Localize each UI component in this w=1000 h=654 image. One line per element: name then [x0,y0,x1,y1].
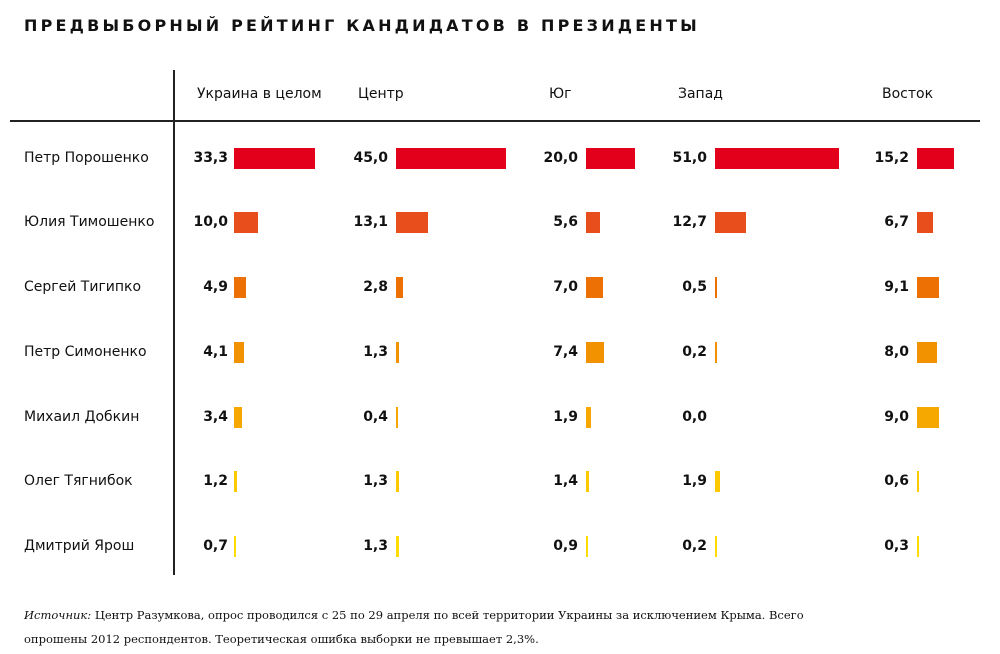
bar [715,277,717,298]
source-text: Центр Разумкова, опрос проводился с 25 п… [24,608,804,646]
source-label: Источник: [24,608,92,622]
data-label: 0,4 [363,409,388,425]
bar [917,536,919,557]
row-label: Олег Тягнибок [24,473,133,489]
bar [586,407,591,428]
vertical-divider [173,70,175,575]
data-label: 0,5 [682,279,707,295]
bar [234,342,244,363]
column-header: Запад [678,86,723,102]
data-label: 12,7 [672,214,707,230]
data-label: 1,4 [553,473,578,489]
data-label: 9,1 [884,279,909,295]
data-label: 1,3 [363,473,388,489]
bar [715,212,746,233]
bar [917,277,940,298]
bar [234,536,236,557]
data-label: 10,0 [193,214,228,230]
bar [586,277,604,298]
bar [586,536,589,557]
bar [396,471,400,492]
bar [715,471,720,492]
data-label: 15,2 [874,150,909,166]
data-label: 33,3 [193,150,228,166]
bar [234,212,259,233]
bar [715,536,717,557]
data-label: 5,6 [553,214,578,230]
column-header: Центр [358,86,404,102]
data-label: 9,0 [884,409,909,425]
bar [917,212,934,233]
bar [586,148,635,169]
source-note: Источник: Центр Разумкова, опрос проводи… [24,603,804,651]
row-label: Петр Порошенко [24,150,149,166]
row-label: Михаил Добкин [24,409,140,425]
bar [234,277,246,298]
data-label: 1,9 [553,409,578,425]
data-label: 8,0 [884,344,909,360]
bar [715,148,840,169]
data-label: 0,9 [553,538,578,554]
row-label: Сергей Тигипко [24,279,142,295]
bar [917,471,919,492]
row-label: Петр Симоненко [24,344,147,360]
data-label: 1,9 [682,473,707,489]
data-label: 6,7 [884,214,909,230]
bar [586,212,600,233]
chart-title: ПРЕДВЫБОРНЫЙ РЕЙТИНГ КАНДИДАТОВ В ПРЕЗИД… [24,16,700,35]
data-label: 4,9 [203,279,228,295]
data-label: 1,3 [363,344,388,360]
bar [586,342,605,363]
data-label: 0,6 [884,473,909,489]
data-label: 0,7 [203,538,228,554]
data-label: 0,2 [682,344,707,360]
bar [396,148,506,169]
bar [917,148,955,169]
row-label: Юлия Тимошенко [24,214,155,230]
bar [396,407,398,428]
data-label: 45,0 [353,150,388,166]
data-label: 20,0 [543,150,578,166]
row-label: Дмитрий Ярош [24,538,135,554]
bar [396,342,400,363]
data-label: 0,0 [682,409,707,425]
column-header: Украина в целом [197,86,322,102]
data-label: 4,1 [203,344,228,360]
column-header: Восток [882,86,934,102]
bar [234,148,316,169]
data-label: 7,4 [553,344,578,360]
data-label: 0,3 [884,538,909,554]
data-label: 0,2 [682,538,707,554]
data-label: 7,0 [553,279,578,295]
bar [586,471,590,492]
column-header: Юг [549,86,572,102]
bar [396,277,403,298]
data-label: 13,1 [353,214,388,230]
bar [396,212,428,233]
data-label: 1,2 [203,473,228,489]
data-label: 1,3 [363,538,388,554]
data-label: 3,4 [203,409,228,425]
bar [917,407,939,428]
data-label: 51,0 [672,150,707,166]
bar [917,342,937,363]
bar [234,471,237,492]
bar [396,536,400,557]
data-label: 2,8 [363,279,388,295]
bar [234,407,243,428]
header-divider [10,120,980,122]
bar [715,342,717,363]
